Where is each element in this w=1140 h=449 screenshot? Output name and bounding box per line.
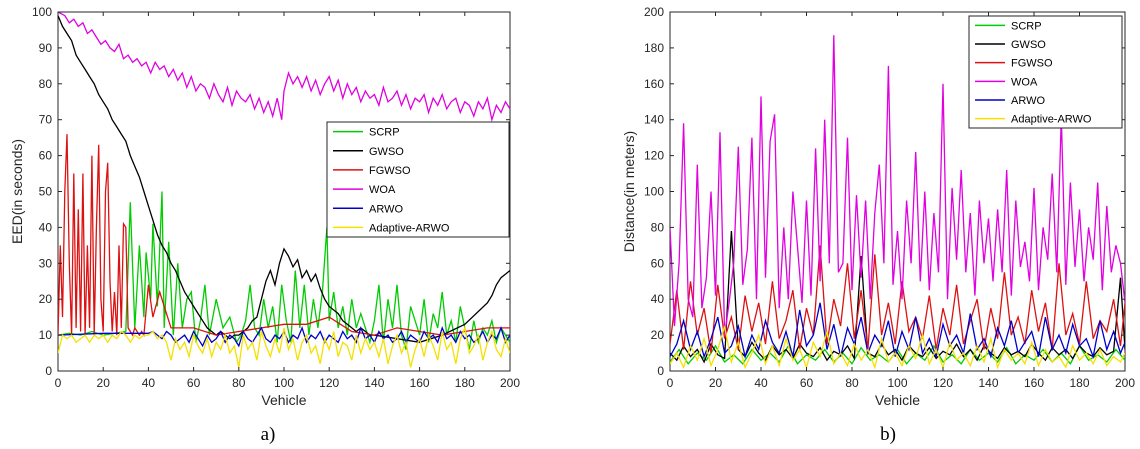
x-tick-label: 120	[319, 376, 339, 390]
y-tick-label: 50	[39, 185, 53, 199]
series-line-scrp	[58, 191, 510, 350]
legend-box	[968, 15, 1123, 129]
x-tick-label: 0	[667, 376, 674, 390]
y-tick-label: 10	[39, 328, 53, 342]
y-tick-label: 160	[644, 77, 664, 91]
x-tick-label: 100	[887, 376, 907, 390]
legend-label-woa: WOA	[369, 184, 396, 196]
y-tick-label: 0	[657, 364, 664, 378]
legend-label-scrp: SCRP	[1011, 20, 1042, 32]
legend: SCRP GWSO FGWSO WOA ARWO Adaptive-ARWO	[968, 15, 1123, 129]
x-tick-label: 140	[364, 376, 384, 390]
x-tick-label: 20	[709, 376, 723, 390]
legend-label-gwso: GWSO	[1011, 39, 1046, 51]
panel-b: 0 20 40 60 80 100 120 140 160 180 200 0 20 40 60 80 100 1…	[621, 5, 1135, 445]
panel-caption: b)	[880, 424, 896, 445]
legend-label-adaptive-arwo: Adaptive-ARWO	[369, 222, 450, 234]
legend-label-fgwso: FGWSO	[1011, 58, 1053, 70]
y-tick-label: 20	[651, 328, 665, 342]
y-tick-label: 60	[39, 149, 53, 163]
x-tick-label: 120	[933, 376, 953, 390]
x-tick-label: 160	[1024, 376, 1044, 390]
x-tick-label: 180	[455, 376, 475, 390]
x-tick-label: 60	[800, 376, 814, 390]
legend-label-arwo: ARWO	[369, 203, 403, 215]
legend-label-woa: WOA	[1011, 76, 1038, 88]
x-tick-label: 80	[845, 376, 859, 390]
legend-label-gwso: GWSO	[369, 146, 404, 158]
y-tick-label: 40	[39, 220, 53, 234]
legend: SCRP GWSO FGWSO WOA ARWO Adaptive-ARWO	[326, 121, 510, 238]
y-tick-label: 100	[644, 185, 664, 199]
y-tick-label: 120	[644, 149, 664, 163]
y-tick-label: 30	[39, 256, 53, 270]
legend-label-arwo: ARWO	[1011, 95, 1045, 107]
x-tick-label: 200	[500, 376, 520, 390]
x-tick-label: 60	[187, 376, 201, 390]
y-tick-label: 40	[651, 292, 665, 306]
y-tick-label: 140	[644, 113, 664, 127]
x-tick-label: 100	[274, 376, 294, 390]
x-tick-label: 80	[232, 376, 246, 390]
x-tick-label: 160	[410, 376, 430, 390]
legend-label-adaptive-arwo: Adaptive-ARWO	[1011, 114, 1092, 126]
legend-label-fgwso: FGWSO	[369, 165, 411, 177]
x-tick-label: 200	[1115, 376, 1135, 390]
y-tick-label: 180	[644, 41, 664, 55]
x-axis-label: Vehicle	[875, 392, 920, 408]
x-tick-label: 180	[1069, 376, 1089, 390]
y-tick-label: 80	[651, 220, 665, 234]
y-tick-label: 100	[32, 5, 52, 19]
series-line-gwso	[58, 15, 510, 343]
y-tick-label: 0	[45, 364, 52, 378]
series-line-adaptive-arwo	[58, 325, 510, 368]
x-tick-label: 40	[754, 376, 768, 390]
y-tick-label: 90	[39, 41, 53, 55]
y-tick-label: 80	[39, 77, 53, 91]
x-tick-label: 140	[978, 376, 998, 390]
y-tick-label: 70	[39, 113, 53, 127]
series-line-woa	[670, 35, 1125, 336]
x-tick-label: 40	[142, 376, 156, 390]
x-tick-label: 20	[97, 376, 111, 390]
x-axis-label: Vehicle	[261, 392, 306, 408]
y-axis-label: EED(in seconds)	[9, 139, 25, 244]
y-tick-label: 20	[39, 292, 53, 306]
series-line-fgwso	[58, 134, 510, 338]
series-line-woa	[58, 12, 510, 123]
legend-label-scrp: SCRP	[369, 127, 400, 139]
panel-caption: a)	[261, 424, 276, 445]
y-tick-label: 200	[644, 5, 664, 19]
series-line-arwo	[670, 302, 1125, 360]
panel-a: 0 20 40 60 80 100 120 140 160 180 200 0 10 20 30 40 50 60…	[9, 5, 520, 445]
series-line-adaptive-arwo	[670, 325, 1125, 370]
y-axis-label: Distance(in meters)	[621, 131, 637, 252]
y-tick-label: 60	[651, 256, 665, 270]
legend-box	[326, 121, 510, 238]
x-tick-label: 0	[55, 376, 62, 390]
